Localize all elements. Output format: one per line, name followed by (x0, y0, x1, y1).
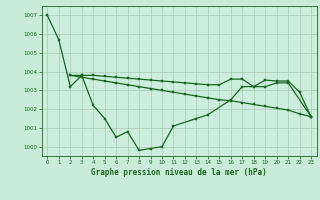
X-axis label: Graphe pression niveau de la mer (hPa): Graphe pression niveau de la mer (hPa) (91, 168, 267, 177)
